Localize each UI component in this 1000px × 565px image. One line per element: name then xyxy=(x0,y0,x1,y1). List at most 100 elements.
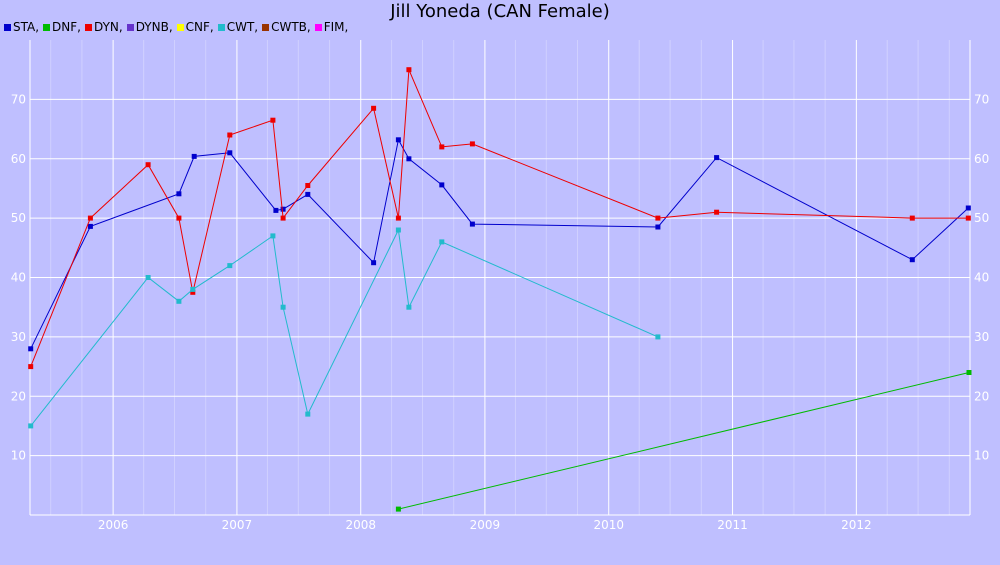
data-point-dyn xyxy=(227,132,233,138)
data-point-sta xyxy=(371,260,377,266)
data-point-dyn xyxy=(176,215,182,221)
x-tick-label: 2007 xyxy=(222,518,253,532)
y-tick-label-left: 40 xyxy=(11,271,26,285)
data-point-cwt xyxy=(395,227,401,233)
data-point-cwt xyxy=(227,263,233,269)
y-tick-label-left: 30 xyxy=(11,330,26,344)
y-tick-label-left: 60 xyxy=(11,152,26,166)
y-tick-label-left: 50 xyxy=(11,211,26,225)
chart-title: Jill Yoneda (CAN Female) xyxy=(390,1,610,22)
legend-swatch xyxy=(314,23,322,31)
data-point-dyn xyxy=(714,209,720,215)
legend-label: DNF, xyxy=(52,20,81,34)
legend-label: STA, xyxy=(13,20,40,34)
data-point-cwt xyxy=(655,334,661,340)
y-tick-label-right: 40 xyxy=(974,271,989,285)
series-sta xyxy=(28,137,971,352)
data-point-sta xyxy=(714,155,720,161)
y-tick-label-right: 30 xyxy=(974,330,989,344)
data-point-sta xyxy=(406,156,412,162)
data-point-dyn xyxy=(145,162,151,168)
data-point-sta xyxy=(655,224,661,230)
series-line-dnf xyxy=(398,372,970,510)
y-tick-label-left: 70 xyxy=(11,92,26,106)
data-point-sta xyxy=(273,207,279,213)
y-tick-label-right: 20 xyxy=(974,389,989,403)
legend-label: DYN, xyxy=(93,20,123,34)
legend-label: DYNB, xyxy=(135,20,173,34)
data-point-sta xyxy=(87,223,93,229)
data-point-dyn xyxy=(469,141,475,147)
legend-item: DYNB, xyxy=(126,20,173,34)
x-axis: 2006 2007 2008 2009 2010 2011 2012 xyxy=(98,40,872,532)
data-point-sta xyxy=(395,137,401,143)
legend: STA, DNF, DYN, DYNB, CNF, CWT, CWTB, FIM, xyxy=(4,20,348,34)
y-tick-label-left: 10 xyxy=(11,449,26,463)
data-point-cwt xyxy=(270,233,276,239)
data-point-cwt xyxy=(280,304,286,310)
data-point-dyn xyxy=(305,183,311,188)
data-point-dyn xyxy=(965,215,971,221)
legend-item: DYN, xyxy=(84,20,123,34)
data-point-sta xyxy=(909,257,915,263)
data-point-dyn xyxy=(87,215,93,221)
data-point-cwt xyxy=(145,275,151,280)
data-point-dnf xyxy=(395,506,401,512)
y-tick-label-right: 10 xyxy=(974,449,989,463)
data-point-dyn xyxy=(371,105,377,111)
data-point-dnf xyxy=(966,370,972,375)
data-point-dyn xyxy=(190,289,196,295)
legend-swatch xyxy=(126,23,134,31)
legend-item: DNF, xyxy=(43,20,81,34)
data-point-dyn xyxy=(406,67,412,73)
data-point-cwt xyxy=(305,411,311,417)
data-point-dyn xyxy=(270,117,276,123)
data-point-cwt xyxy=(176,298,182,304)
x-tick-label: 2010 xyxy=(593,518,624,532)
data-point-dyn xyxy=(280,215,286,221)
series-dyn xyxy=(28,67,971,370)
legend-swatch xyxy=(4,23,11,31)
data-point-sta xyxy=(469,221,475,227)
data-point-dyn xyxy=(439,144,445,150)
legend-item: CWT, xyxy=(217,20,259,34)
legend-label: CWT, xyxy=(226,20,259,34)
data-point-cwt xyxy=(190,286,196,292)
data-point-sta xyxy=(191,153,197,159)
data-point-sta xyxy=(965,205,971,211)
x-tick-label: 2006 xyxy=(98,518,129,532)
y-axis: 10 10 20 20 30 30 40 40 50 50 60 60 70 70 xyxy=(11,92,990,462)
y-tick-label-left: 20 xyxy=(11,389,26,403)
legend-label: FIM, xyxy=(323,20,349,34)
legend-swatch xyxy=(43,23,51,31)
series-dnf xyxy=(395,370,972,512)
legend-swatch xyxy=(217,23,225,31)
series-line-sta xyxy=(30,138,969,350)
y-tick-label-right: 60 xyxy=(974,152,989,166)
data-point-dyn xyxy=(655,215,661,221)
data-point-dyn xyxy=(909,215,915,221)
data-point-dyn xyxy=(28,364,34,370)
data-point-cwt xyxy=(439,239,445,245)
data-point-sta xyxy=(280,206,286,212)
x-tick-label: 2008 xyxy=(345,518,376,532)
x-tick-label: 2011 xyxy=(717,518,748,532)
legend-item: CWTB, xyxy=(262,20,311,34)
legend-swatch xyxy=(84,23,92,31)
series-line-cwt xyxy=(30,228,659,427)
series-line-dyn xyxy=(30,69,969,367)
data-point-sta xyxy=(227,150,233,156)
legend-item: FIM, xyxy=(314,20,349,34)
y-tick-label-right: 70 xyxy=(974,92,989,106)
series-cwt xyxy=(28,227,661,429)
legend-swatch xyxy=(262,23,270,31)
data-point-cwt xyxy=(406,304,412,310)
x-tick-label: 2009 xyxy=(470,518,501,532)
data-point-cwt xyxy=(28,423,34,429)
data-point-dyn xyxy=(395,215,401,221)
data-point-sta xyxy=(28,346,34,352)
data-point-sta xyxy=(305,191,311,197)
data-point-sta xyxy=(176,191,182,197)
data-point-sta xyxy=(439,182,445,188)
legend-item: STA, xyxy=(4,20,39,34)
